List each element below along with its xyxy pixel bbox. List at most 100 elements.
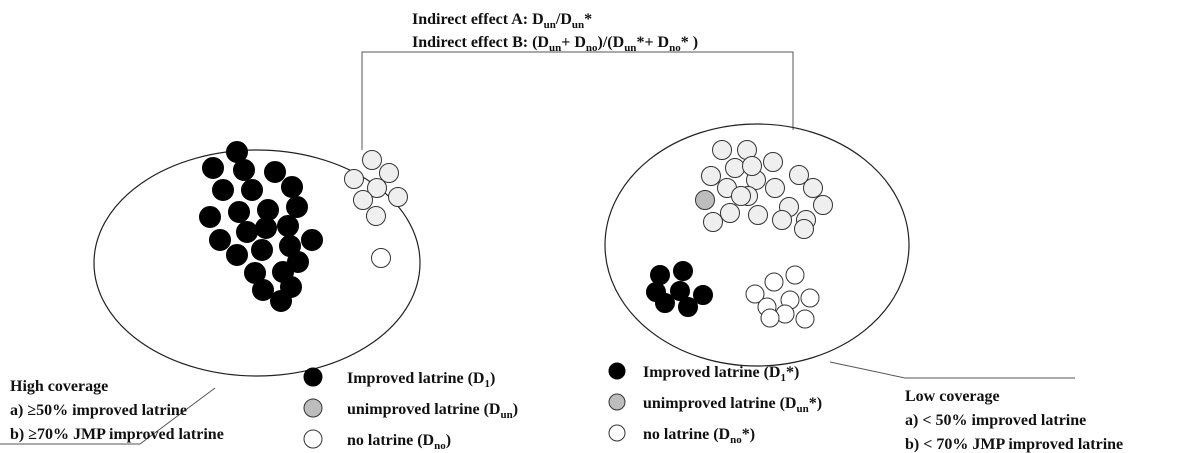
household-black	[303, 367, 323, 387]
household-black	[251, 239, 273, 261]
household-black	[678, 297, 698, 317]
caption: b) ≥70% JMP improved latrine	[10, 426, 224, 443]
household-light	[813, 195, 833, 215]
text-run: Indirect effect B: (D	[412, 34, 549, 51]
subscript: un	[500, 409, 512, 421]
legend-label: unimproved latrine (Dun*)	[643, 395, 822, 415]
household-light	[803, 178, 823, 198]
legend-label: no latrine (Dno*)	[643, 426, 755, 446]
subscript: no	[586, 42, 598, 54]
text-run: )	[513, 401, 518, 418]
subscript: un	[796, 403, 808, 415]
household-white	[760, 308, 780, 328]
household-white	[371, 248, 391, 268]
subscript: no	[730, 434, 742, 446]
caption: Low coverage	[905, 388, 1000, 405]
subscript: un	[549, 42, 561, 54]
household-black	[693, 285, 713, 305]
household-black	[670, 281, 690, 301]
household-gray	[608, 393, 626, 411]
text-run: *)	[786, 364, 799, 381]
household-black	[252, 279, 274, 301]
subscript: 1	[780, 372, 786, 384]
household-black	[301, 229, 323, 251]
text-run: no latrine (D	[347, 432, 434, 449]
household-black	[264, 161, 286, 183]
household-light	[367, 178, 387, 198]
household-white	[795, 309, 815, 329]
household-gray	[695, 190, 715, 210]
left-pointer	[0, 387, 216, 445]
right-pointer	[829, 361, 1075, 379]
text-run: Indirect effect A: D	[412, 11, 544, 28]
household-light	[772, 210, 792, 230]
caption: b) < 70% JMP improved latrine	[905, 436, 1123, 453]
household-black	[655, 293, 675, 313]
household-black	[199, 206, 221, 228]
text-run: unimproved latrine (D	[347, 401, 500, 418]
household-light	[725, 158, 745, 178]
household-black	[650, 265, 670, 285]
household-white	[303, 429, 323, 449]
text-run: *)	[809, 395, 822, 412]
low-coverage-cluster	[604, 123, 910, 367]
household-light	[742, 156, 762, 176]
household-light	[703, 212, 723, 232]
legend-label: Improved latrine (D1*)	[643, 364, 799, 384]
household-light	[794, 219, 814, 239]
text-run: )	[490, 370, 495, 387]
household-black	[277, 215, 299, 237]
text-run: )/(D	[598, 34, 625, 51]
subscript: un	[624, 42, 636, 54]
household-black	[226, 244, 248, 266]
household-light	[720, 203, 740, 223]
households	[199, 140, 833, 449]
household-black	[209, 229, 231, 251]
household-light	[379, 163, 399, 183]
household-light	[789, 165, 809, 185]
household-black	[202, 157, 224, 179]
household-gray	[303, 398, 323, 418]
subscript: 1	[484, 378, 490, 390]
text-run: *)	[742, 426, 755, 443]
household-light	[353, 190, 373, 210]
household-black	[287, 251, 309, 273]
household-light	[765, 178, 785, 198]
text-run: unimproved latrine (D	[643, 395, 796, 412]
household-light	[712, 140, 732, 160]
household-light	[366, 206, 386, 226]
household-light	[388, 187, 408, 207]
text-run: )	[446, 432, 451, 449]
caption: High coverage	[10, 378, 108, 395]
connectors	[0, 51, 1075, 445]
household-white	[764, 272, 784, 292]
subscript: un	[572, 19, 584, 31]
household-black	[241, 179, 263, 201]
text-run: Improved latrine (D	[643, 364, 780, 381]
household-white	[800, 288, 820, 308]
household-white	[785, 265, 805, 285]
subscript: no	[434, 440, 446, 452]
high-coverage-cluster	[93, 149, 421, 377]
text-run: *+ D	[636, 34, 669, 51]
bracket	[361, 51, 794, 150]
caption: a) < 50% improved latrine	[905, 412, 1086, 429]
household-light	[362, 150, 382, 170]
household-white	[745, 284, 765, 304]
legend-label: unimproved latrine (Dun)	[347, 401, 518, 421]
text-run: *	[584, 11, 592, 28]
household-light	[763, 152, 783, 172]
subscript: un	[544, 19, 556, 31]
household-black	[255, 217, 277, 239]
legend-label: no latrine (Dno)	[347, 432, 451, 452]
text-run: no latrine (D	[643, 426, 730, 443]
text-run: Improved latrine (D	[347, 370, 484, 387]
legend-label: Improved latrine (D1)	[347, 370, 495, 390]
caption: a) ≥50% improved latrine	[10, 402, 187, 419]
household-white	[608, 424, 626, 442]
household-black	[233, 159, 255, 181]
header-line: Indirect effect A: Dun/Dun*	[412, 11, 592, 31]
household-black	[608, 362, 626, 380]
household-black	[212, 179, 234, 201]
